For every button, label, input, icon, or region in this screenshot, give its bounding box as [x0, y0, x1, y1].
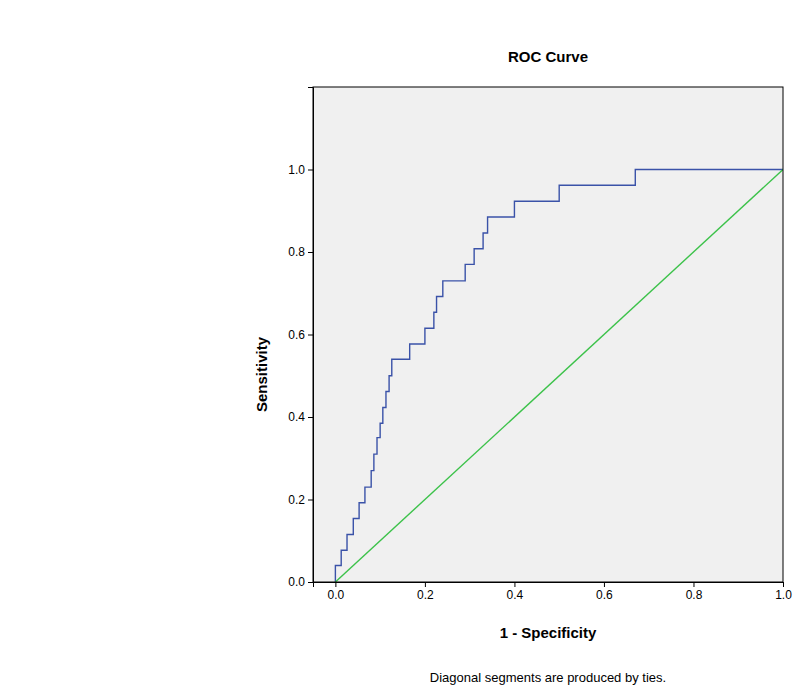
y-tick: 0.0 — [288, 575, 313, 589]
y-tick-label: 0.0 — [288, 575, 305, 589]
y-tick-mark — [308, 335, 313, 336]
y-tick-mark — [308, 500, 313, 501]
x-tick: 0.8 — [686, 582, 703, 602]
y-tick: 0.2 — [288, 493, 313, 507]
y-tick: 0.6 — [288, 328, 313, 342]
x-tick-label: 0.2 — [417, 588, 434, 602]
x-tick: 0.4 — [507, 582, 524, 602]
x-tick: 0.0 — [328, 582, 345, 602]
plot-background — [313, 87, 783, 582]
chart: 0.0 0.2 0.4 0.6 0.8 1.0 0.0 0.2 0.4 0.6 0.8 1.0 ROC … — [0, 0, 794, 694]
series-line — [335, 170, 783, 583]
x-tick-mark — [693, 582, 694, 587]
y-axis-title: Sensitivity — [253, 336, 270, 412]
y-tick-label: 1.0 — [288, 163, 305, 177]
x-tick-mark — [514, 582, 515, 587]
y-axis: 0.0 0.2 0.4 0.6 0.8 1.0 — [288, 88, 313, 590]
x-tick-label: 0.0 — [328, 588, 345, 602]
y-tick-mark — [308, 252, 313, 253]
y-tick-mark — [308, 417, 313, 418]
y-tick: 1.0 — [288, 163, 313, 177]
y-tick-label: 0.6 — [288, 328, 305, 342]
x-tick: 0.2 — [417, 582, 434, 602]
x-tick: 0.6 — [596, 582, 613, 602]
series-line — [335, 170, 783, 583]
x-tick-label: 1.0 — [775, 588, 792, 602]
x-tick-label: 0.6 — [596, 588, 613, 602]
y-tick: 0.4 — [288, 410, 313, 424]
footnote: Diagonal segments are produced by ties. — [430, 670, 666, 685]
y-tick-label: 0.8 — [288, 245, 305, 259]
y-tick: 0.8 — [288, 245, 313, 259]
y-tick-label: 0.4 — [288, 410, 305, 424]
x-tick-label: 0.8 — [686, 588, 703, 602]
lines — [335, 170, 783, 583]
title: ROC Curve — [508, 48, 588, 65]
x-axis: 0.0 0.2 0.4 0.6 0.8 1.0 — [314, 582, 793, 602]
x-tick: 1.0 — [775, 582, 792, 602]
x-tick-mark — [335, 582, 336, 587]
y-tick-label: 0.2 — [288, 493, 305, 507]
x-tick-mark — [604, 582, 605, 587]
x-tick-mark — [783, 582, 784, 587]
x-tick-mark — [425, 582, 426, 587]
x-tick-label: 0.4 — [507, 588, 524, 602]
y-tick-mark — [308, 582, 313, 583]
y-tick-mark — [308, 170, 313, 171]
y-axis-line — [308, 88, 314, 583]
x-axis-title: 1 - Specificity — [500, 624, 597, 641]
x-axis-line — [314, 583, 784, 588]
plot-frame — [313, 87, 783, 582]
